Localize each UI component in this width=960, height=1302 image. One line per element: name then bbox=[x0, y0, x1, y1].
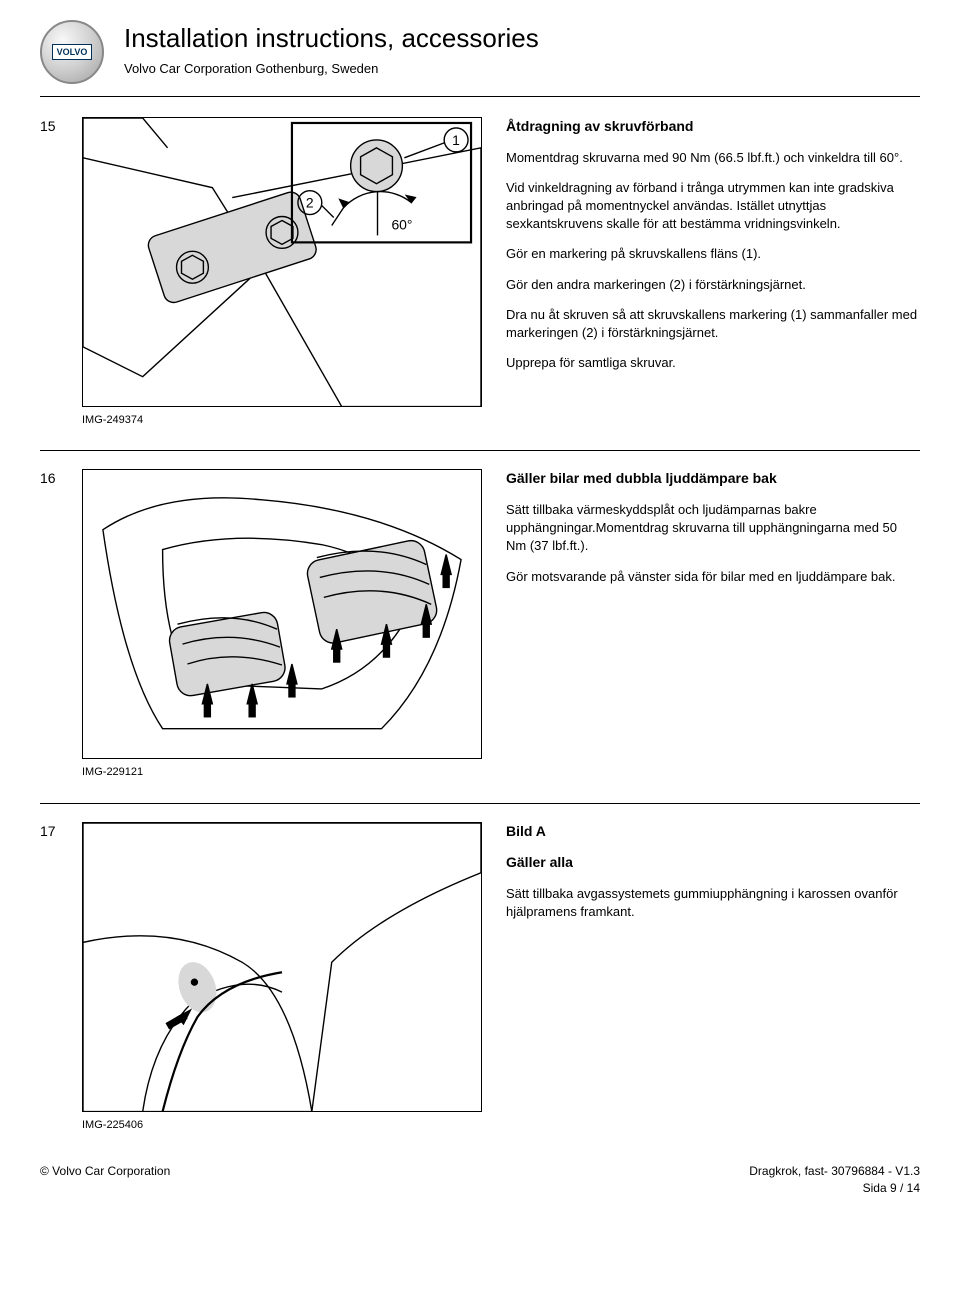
step-15-p3: Gör en markering på skruvskallens fläns … bbox=[506, 245, 920, 263]
step-16-heading: Gäller bilar med dubbla ljuddämpare bak bbox=[506, 469, 920, 489]
step-17-p1: Sätt tillbaka avgassystemets gummiupphän… bbox=[506, 885, 920, 921]
page-subtitle: Volvo Car Corporation Gothenburg, Sweden bbox=[124, 60, 539, 78]
page-header: VOLVO Installation instructions, accesso… bbox=[40, 20, 920, 97]
divider bbox=[40, 450, 920, 451]
step-17: 17 IMG-225406 Bil bbox=[40, 822, 920, 1143]
volvo-logo: VOLVO bbox=[40, 20, 104, 84]
step-15-heading: Åtdragning av skruvförband bbox=[506, 117, 920, 137]
step-number: 17 bbox=[40, 822, 66, 1133]
step-17-illustration bbox=[82, 822, 482, 1112]
logo-text: VOLVO bbox=[52, 44, 93, 61]
footer-doc-ref: Dragkrok, fast- 30796884 - V1.3 bbox=[749, 1163, 920, 1180]
step-15-illustration: 1 2 60° bbox=[82, 117, 482, 407]
step-16-p2: Gör motsvarande på vänster sida för bila… bbox=[506, 568, 920, 586]
footer-page-num: Sida 9 / 14 bbox=[749, 1180, 920, 1197]
step-15-text: Åtdragning av skruvförband Momentdrag sk… bbox=[506, 117, 920, 428]
step-15-p4: Gör den andra markeringen (2) i förstärk… bbox=[506, 276, 920, 294]
step-16-text: Gäller bilar med dubbla ljuddämpare bak … bbox=[506, 469, 920, 780]
step-15-p2: Vid vinkeldragning av förband i trånga u… bbox=[506, 179, 920, 234]
image-id: IMG-249374 bbox=[82, 413, 482, 428]
step-17-heading-b: Gäller alla bbox=[506, 853, 920, 873]
header-text: Installation instructions, accessories V… bbox=[124, 20, 539, 79]
step-number: 15 bbox=[40, 117, 66, 428]
page-footer: © Volvo Car Corporation Dragkrok, fast- … bbox=[40, 1163, 920, 1197]
step-15-p1: Momentdrag skruvarna med 90 Nm (66.5 lbf… bbox=[506, 149, 920, 167]
callout-2: 2 bbox=[306, 195, 314, 211]
footer-copyright: © Volvo Car Corporation bbox=[40, 1163, 170, 1197]
step-17-text: Bild A Gäller alla Sätt tillbaka avgassy… bbox=[506, 822, 920, 1133]
step-16-illustration bbox=[82, 469, 482, 759]
step-17-heading-a: Bild A bbox=[506, 822, 920, 842]
page-title: Installation instructions, accessories bbox=[124, 20, 539, 56]
image-id: IMG-225406 bbox=[82, 1118, 482, 1133]
step-16-p1: Sätt tillbaka värmeskyddsplåt och ljudäm… bbox=[506, 501, 920, 556]
step-15-p6: Upprepa för samtliga skruvar. bbox=[506, 354, 920, 372]
step-number: 16 bbox=[40, 469, 66, 780]
step-15: 15 bbox=[40, 117, 920, 438]
image-id: IMG-229121 bbox=[82, 765, 482, 780]
angle-label: 60° bbox=[391, 216, 412, 232]
callout-1: 1 bbox=[452, 132, 460, 148]
step-15-p5: Dra nu åt skruven så att skruvskallens m… bbox=[506, 306, 920, 342]
divider bbox=[40, 803, 920, 804]
step-16: 16 bbox=[40, 469, 920, 790]
